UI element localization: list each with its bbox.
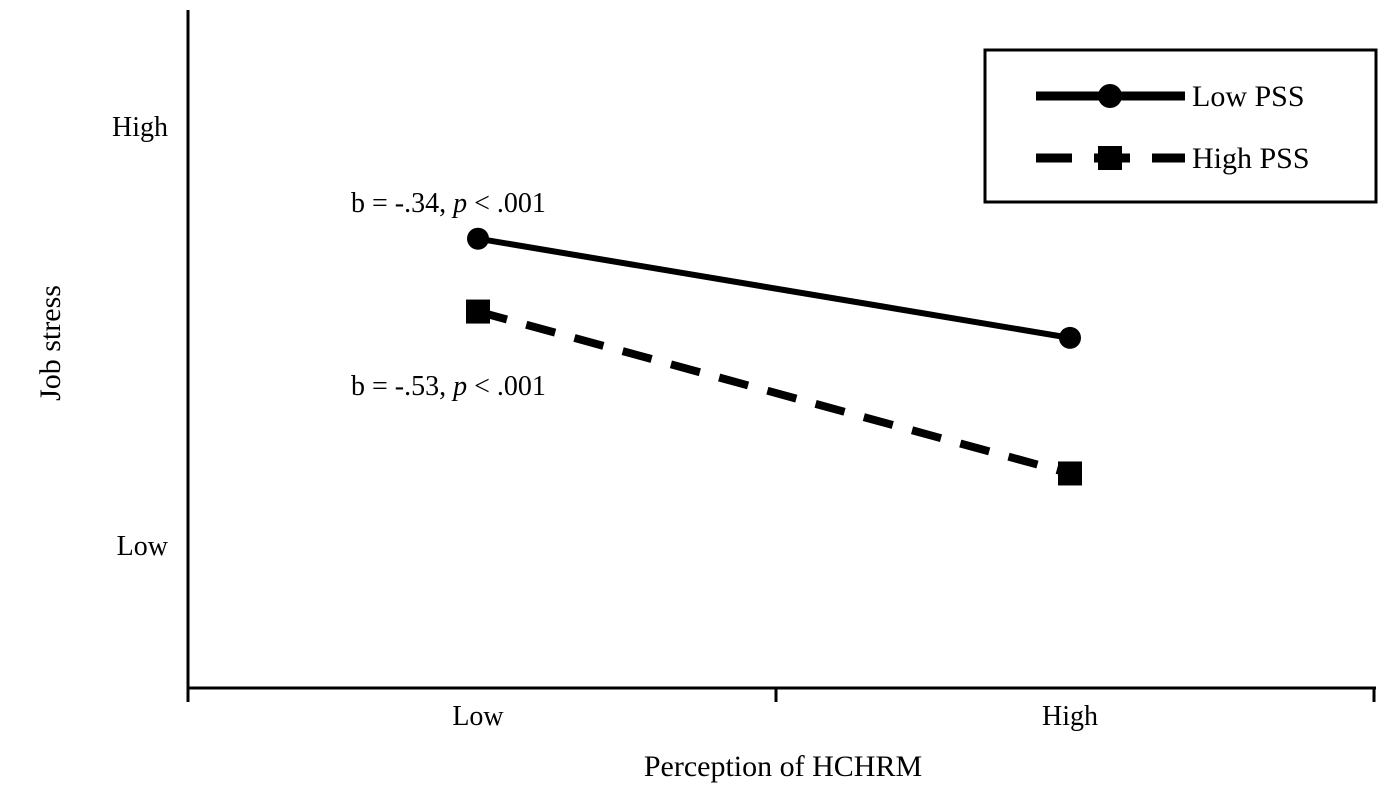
data-point-high-pss-low: [466, 299, 490, 324]
data-point-high-pss-high: [1058, 461, 1082, 486]
x-tick-label-high: High: [1042, 701, 1098, 732]
y-axis-title: Job stress: [34, 285, 67, 401]
annotation-high-pss-slope: b = -.53, p < .001: [351, 371, 546, 402]
legend-label-high-pss: High PSS: [1192, 142, 1310, 175]
x-axis-title: Perception of HCHRM: [644, 750, 922, 783]
y-tick-label-low: Low: [117, 531, 169, 562]
series-line-low-pss: [477, 235, 1071, 341]
legend: Low PSS High PSS: [983, 48, 1378, 204]
series-line-high-pss: [476, 307, 1072, 478]
legend-box: [983, 48, 1378, 204]
legend-marker-low-pss: [1098, 84, 1122, 108]
legend-label-low-pss: Low PSS: [1192, 80, 1305, 113]
legend-marker-high-pss: [1098, 146, 1122, 170]
data-point-low-pss-high: [1059, 326, 1081, 349]
axes: [186, 10, 1376, 702]
y-tick-label-high: High: [112, 112, 168, 143]
x-tick-label-low: Low: [452, 701, 504, 732]
data-point-low-pss-low: [467, 227, 489, 250]
series-layer: [466, 227, 1082, 486]
annotation-low-pss-slope: b = -.34, p < .001: [351, 188, 546, 219]
